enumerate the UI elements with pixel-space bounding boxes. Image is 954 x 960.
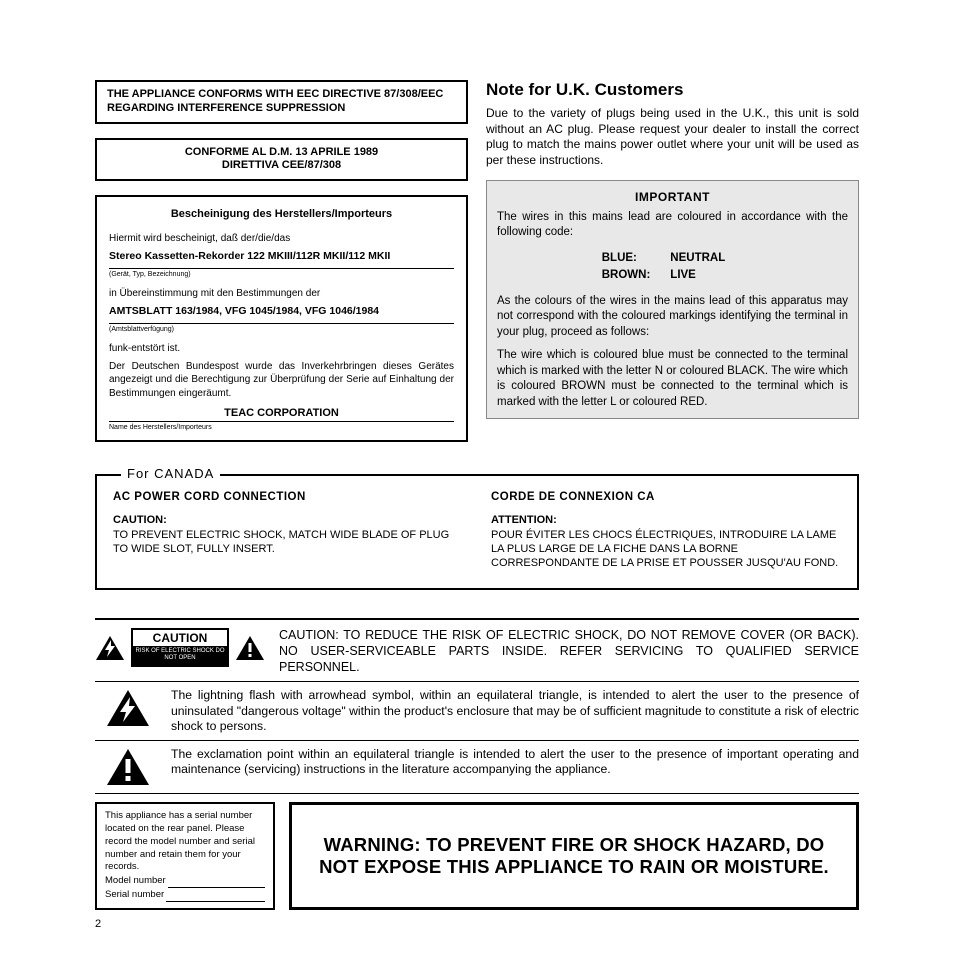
german-l3: funk-entstört ist. [109, 342, 454, 356]
exclamation-triangle-icon [235, 635, 265, 661]
caution-row: CAUTION RISK OF ELECTRIC SHOCK DO NOT OP… [95, 628, 859, 675]
canada-legend: For CANADA [121, 466, 220, 481]
document-page: THE APPLIANCE CONFORMS WITH EEC DIRECTIV… [0, 0, 954, 960]
model-number-line: Model number [105, 875, 265, 888]
right-column: Note for U.K. Customers Due to the varie… [486, 80, 859, 456]
lightning-desc-row: The lightning flash with arrowhead symbo… [95, 688, 859, 734]
uk-title: Note for U.K. Customers [486, 80, 859, 100]
wire-blue-value: NEUTRAL [670, 251, 743, 267]
german-l1: Hiermit wird bescheinigt, daß der/die/da… [109, 232, 454, 246]
caution-label-bottom: RISK OF ELECTRIC SHOCK DO NOT OPEN [133, 646, 227, 664]
important-title: IMPORTANT [497, 189, 848, 205]
lightning-description: The lightning flash with arrowhead symbo… [171, 688, 859, 734]
important-p2: As the colours of the wires in the mains… [497, 294, 848, 341]
italian-box: CONFORME AL D.M. 13 APRILE 1989 DIRETTIV… [95, 138, 468, 182]
left-column: THE APPLIANCE CONFORMS WITH EEC DIRECTIV… [95, 80, 468, 456]
lightning-triangle-icon [105, 688, 151, 728]
canada-english: AC POWER CORD CONNECTION CAUTION: TO PRE… [113, 490, 463, 570]
important-p1: The wires in this mains lead are coloure… [497, 210, 848, 241]
german-corp: TEAC CORPORATION [109, 406, 454, 421]
important-box: IMPORTANT The wires in this mains lead a… [486, 180, 859, 419]
model-label: Model number [105, 875, 166, 888]
canada-fr-body: POUR ÉVITER LES CHOCS ÉLECTRIQUES, INTRO… [491, 528, 841, 571]
wire-brown-label: BROWN: [602, 268, 669, 284]
german-amts: AMTSBLATT 163/1984, VFG 1045/1984, VFG 1… [109, 304, 454, 318]
german-product: Stereo Kassetten-Rekorder 122 MKIII/112R… [109, 249, 454, 263]
lightning-triangle-icon [95, 635, 125, 661]
german-heading: Bescheinigung des Herstellers/Importeurs [109, 207, 454, 222]
german-tiny1: (Gerät, Typ, Bezeichnung) [109, 268, 454, 279]
caution-text: CAUTION: TO REDUCE THE RISK OF ELECTRIC … [279, 628, 859, 675]
warning-box: WARNING: TO PREVENT FIRE OR SHOCK HAZARD… [289, 802, 859, 910]
canada-en-heading: AC POWER CORD CONNECTION [113, 490, 463, 505]
canada-french: CORDE DE CONNEXION CA ATTENTION: POUR ÉV… [491, 490, 841, 570]
canada-en-sub: CAUTION: [113, 514, 167, 526]
german-corp-sub: Name des Herstellers/Importeurs [109, 421, 454, 432]
canada-en-body: TO PREVENT ELECTRIC SHOCK, MATCH WIDE BL… [113, 528, 463, 557]
divider [95, 618, 859, 620]
serial-text: This appliance has a serial number locat… [105, 810, 265, 874]
italian-line1: CONFORME AL D.M. 13 APRILE 1989 [107, 146, 456, 160]
caution-label-top: CAUTION [133, 630, 227, 646]
exclamation-desc-row: The exclamation point within an equilate… [95, 747, 859, 787]
serial-label: Serial number [105, 889, 164, 902]
canada-box: For CANADA AC POWER CORD CONNECTION CAUT… [95, 474, 859, 590]
divider [95, 681, 859, 682]
serial-box: This appliance has a serial number locat… [95, 802, 275, 910]
canada-fr-heading: CORDE DE CONNEXION CA [491, 490, 841, 505]
serial-underline [166, 889, 265, 902]
wire-brown-value: LIVE [670, 268, 743, 284]
eec-text: THE APPLIANCE CONFORMS WITH EEC DIRECTIV… [107, 88, 456, 116]
wire-color-table: BLUE: NEUTRAL BROWN: LIVE [600, 249, 746, 286]
bottom-row: This appliance has a serial number locat… [95, 802, 859, 910]
german-l2: in Übereinstimmung mit den Bestimmungen … [109, 287, 454, 301]
german-box: Bescheinigung des Herstellers/Importeurs… [95, 195, 468, 442]
wire-blue-label: BLUE: [602, 251, 669, 267]
uk-intro: Due to the variety of plugs being used i… [486, 106, 859, 168]
upper-columns: THE APPLIANCE CONFORMS WITH EEC DIRECTIV… [95, 80, 859, 456]
caution-label-block: CAUTION RISK OF ELECTRIC SHOCK DO NOT OP… [95, 628, 265, 666]
exclamation-triangle-icon [105, 747, 151, 787]
german-tiny2: (Amtsblattverfügung) [109, 323, 454, 334]
divider [95, 793, 859, 794]
exclamation-description: The exclamation point within an equilate… [171, 747, 859, 778]
serial-number-line: Serial number [105, 889, 265, 902]
important-p3: The wire which is coloured blue must be … [497, 348, 848, 410]
eec-box: THE APPLIANCE CONFORMS WITH EEC DIRECTIV… [95, 80, 468, 124]
german-l4: Der Deutschen Bundespost wurde das Inver… [109, 360, 454, 401]
caution-label-box: CAUTION RISK OF ELECTRIC SHOCK DO NOT OP… [131, 628, 229, 666]
divider [95, 740, 859, 741]
warning-text: WARNING: TO PREVENT FIRE OR SHOCK HAZARD… [302, 834, 846, 878]
model-underline [168, 875, 265, 888]
canada-fr-sub: ATTENTION: [491, 514, 557, 526]
page-number: 2 [95, 918, 859, 930]
italian-line2: DIRETTIVA CEE/87/308 [107, 159, 456, 173]
